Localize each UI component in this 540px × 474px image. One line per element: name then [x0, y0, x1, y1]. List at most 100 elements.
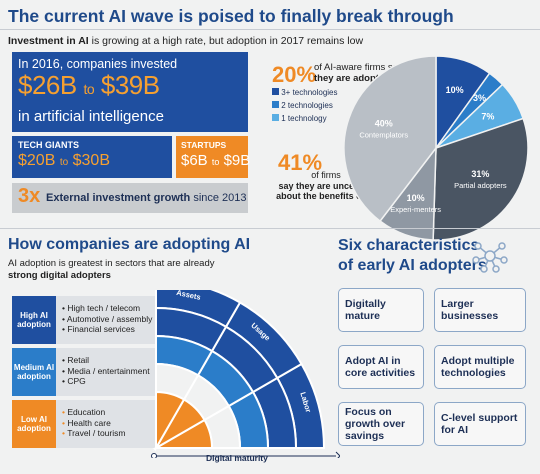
adopters-percent: 20%: [272, 62, 317, 87]
pie-slice: [432, 117, 529, 241]
characteristic-card: Larger businesses: [434, 288, 526, 332]
startups-high: $9B: [223, 152, 251, 169]
legend-label-1: 1 technology: [281, 114, 327, 123]
characteristics-title-b: of early AI adopters: [338, 257, 487, 274]
tech-giants-box: TECH GIANTS $20B to $30B: [12, 136, 172, 178]
legend-item-2: 2 technologies: [272, 101, 333, 110]
pie-slice-label: Partial adopters: [454, 181, 507, 190]
title-divider: [0, 29, 540, 30]
startups-low: $6B: [181, 152, 208, 169]
high-adoption-label: High AI adoption: [12, 296, 56, 344]
investment-intro: In 2016, companies invested: [18, 57, 178, 71]
maturity-axis-arrow: [335, 451, 340, 458]
list-item-text: CPG: [67, 376, 86, 386]
characteristic-card: Focus on growth over savings: [338, 402, 424, 446]
legend-label-3plus: 3+ technologies: [281, 88, 338, 97]
list-item: • Travel / tourism: [62, 428, 126, 438]
subtitle-bold: Investment in AI: [8, 35, 89, 47]
uncertain-text-c: about the benefits of AI: [276, 191, 376, 201]
uncertain-percent: 41%: [278, 150, 323, 175]
investment-box: In 2016, companies invested $26B to $39B…: [12, 52, 248, 132]
list-item: • Education: [62, 407, 106, 417]
uncertain-text-b: say they are uncertain: [278, 180, 374, 191]
adoption-title: How companies are adopting AI: [8, 236, 251, 253]
section-divider: [0, 228, 540, 229]
low-adoption-list: • Education • Health care • Travel / tou…: [62, 407, 125, 439]
maturity-arc-segment: [155, 390, 186, 452]
investment-low: $26B: [18, 70, 77, 100]
investment-outro: in artificial intelligence: [18, 108, 164, 125]
legend-item-1: 1 technology: [272, 114, 327, 123]
external-text: External investment growth since 2013: [46, 192, 247, 204]
adoption-subtitle: AI adoption is greatest in sectors that …: [8, 258, 238, 281]
list-item: • Financial services: [62, 324, 135, 334]
medium-adoption-label: Medium AI adoption: [12, 348, 56, 396]
tech-giants-label: TECH GIANTS: [18, 140, 80, 150]
uncertain-text-a: of firms: [311, 170, 341, 180]
external-text-rest: since 2013: [190, 192, 247, 204]
list-item-text: Financial services: [67, 324, 135, 334]
characteristics-title-a: Six characteristics: [338, 237, 480, 254]
characteristic-card: Adopt AI in core activities: [338, 345, 424, 389]
legend-label-2: 2 technologies: [281, 101, 333, 110]
list-item: • Retail: [62, 355, 90, 365]
tech-giants-low: $20B: [18, 152, 56, 169]
adoption-subtitle-b: strong digital adopters: [8, 269, 111, 281]
characteristic-card: C-level support for AI: [434, 402, 526, 446]
characteristic-card: Digitally mature: [338, 288, 424, 332]
investment-to: to: [83, 81, 95, 97]
external-multiplier: 3x: [18, 185, 41, 207]
pie-slice-value: 10%: [446, 85, 464, 95]
legend-swatch-2: [272, 101, 279, 108]
list-item-text: Media / entertainment: [67, 365, 150, 376]
legend-swatch-1: [272, 114, 279, 121]
list-item-text: High tech / telecom: [67, 303, 141, 313]
pie-slice-value: 31%: [471, 169, 489, 179]
medium-adoption-row-bg: [56, 348, 156, 396]
list-item: • High tech / telecom: [62, 303, 141, 313]
investment-high: $39B: [100, 70, 160, 100]
maturity-arc-label: Assets: [176, 290, 202, 302]
main-title: The current AI wave is poised to finally…: [8, 6, 454, 26]
startups-label: STARTUPS: [181, 140, 227, 150]
list-item-text: Health care: [67, 417, 111, 428]
investment-range: $26B to $39B: [18, 70, 160, 101]
list-item-text: Travel / tourism: [67, 428, 126, 438]
characteristic-card: Adopt multiple technologies: [434, 345, 526, 389]
pie-slice: [343, 55, 437, 223]
external-text-bold: External investment growth: [46, 192, 191, 204]
digital-maturity-label: Digital maturity: [206, 453, 268, 463]
high-adoption-row-bg: [56, 296, 156, 344]
uncertain-text: of firms say they are uncertain about th…: [276, 170, 376, 202]
network-icon: [472, 242, 508, 273]
list-item: • Automotive / assembly: [62, 313, 153, 324]
high-adoption-list: • High tech / telecom • Automotive / ass…: [62, 303, 152, 335]
characteristics-title: Six characteristics of early AI adopters: [338, 236, 488, 276]
tech-giants-high: $30B: [72, 152, 110, 169]
subtitle: Investment in AI is growing at a high ra…: [8, 35, 363, 47]
tech-giants-to: to: [59, 157, 69, 168]
adopters-text-a: of AI-aware firms say: [314, 62, 403, 73]
pie-slice-label: Experi-menters: [390, 205, 441, 214]
adoption-pie-chart: 10% 3% 7% 31% Partial adopters 10% Experi-ment…: [343, 55, 529, 241]
pie-slice-value: 7%: [481, 112, 494, 122]
startups-range: $6B to $9B: [181, 152, 250, 169]
tech-giants-range: $20B to $30B: [18, 152, 110, 170]
startups-to: to: [211, 157, 220, 167]
list-item: • Media / entertainment: [62, 365, 150, 376]
adopters-text: of AI-aware firms say they are adopters: [314, 62, 404, 84]
subtitle-rest: is growing at a high rate, but adoption …: [88, 35, 364, 47]
pie-slice-value: 3%: [473, 93, 486, 103]
maturity-axis-start: [151, 453, 157, 458]
list-item: • Health care: [62, 417, 111, 428]
startups-box: STARTUPS $6B to $9B: [176, 136, 250, 178]
external-growth-box: 3x External investment growth since 2013: [12, 183, 248, 213]
low-adoption-label: Low AI adoption: [12, 400, 56, 448]
list-item-text: Education: [67, 407, 106, 417]
legend-item-3plus: 3+ technologies: [272, 88, 338, 97]
list-item-text: Retail: [67, 355, 90, 365]
list-item-text: Automotive / assembly: [66, 313, 153, 324]
adoption-subtitle-a: AI adoption is greatest in sectors that …: [8, 258, 215, 269]
medium-adoption-list: • Retail • Media / entertainment • CPG: [62, 355, 150, 387]
